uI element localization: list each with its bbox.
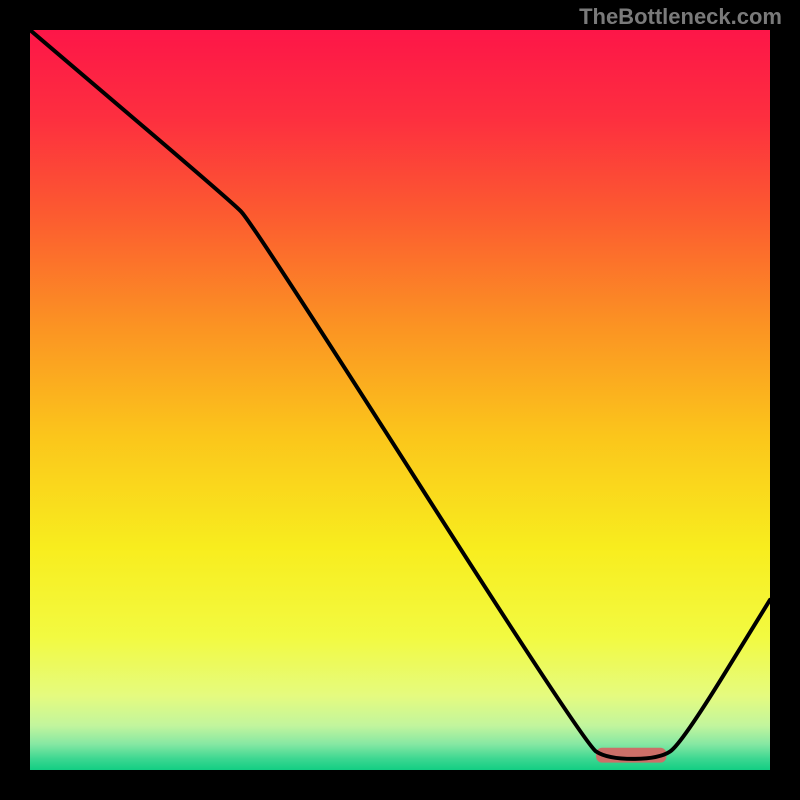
watermark-text: TheBottleneck.com	[579, 4, 782, 30]
chart-area	[30, 30, 770, 770]
chart-background	[30, 30, 770, 770]
gradient-line-chart	[30, 30, 770, 770]
